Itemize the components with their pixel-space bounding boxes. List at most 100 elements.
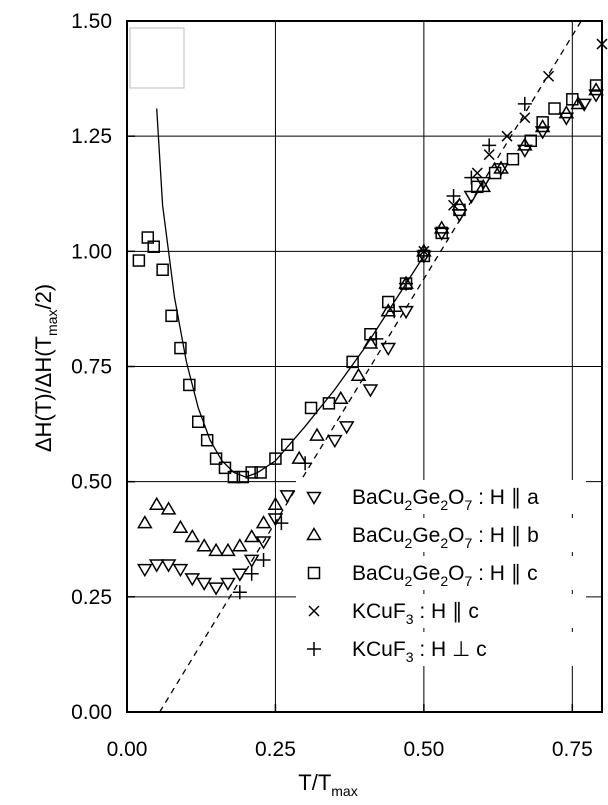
point-bcgo_b-2: [160, 501, 177, 515]
legend-bg-kcuf_perp: [296, 632, 586, 666]
x-tick-label-2: 0.50: [403, 738, 444, 761]
point-kcuf_perp-0: [232, 585, 247, 600]
point-bcgo_b-5: [196, 538, 212, 552]
point-bcgo_b-8: [232, 538, 248, 552]
y-axis-title: ΔH(T)/ΔH(Tmax/2): [31, 284, 60, 452]
point-bcgo_b-1: [148, 496, 165, 510]
point-bcgo_a-25: [534, 126, 551, 140]
point-bcgo_b-9: [243, 528, 260, 543]
legend-label-part: Ge: [412, 524, 440, 547]
point-bcgo_b-27: [570, 95, 587, 110]
point-kcuf_perp-6: [387, 304, 402, 319]
point-bcgo_a-19: [433, 227, 450, 241]
point-bcgo_a-16: [380, 342, 397, 357]
legend-marker-kcuf_par: [308, 605, 320, 617]
point-bcgo_c-12: [236, 470, 250, 484]
point-bcgo_a-10: [255, 536, 272, 550]
point-bcgo_a-26: [558, 112, 575, 126]
legend-label-part: 7: [464, 573, 472, 589]
x-axis-title: T/Tmax: [298, 770, 357, 799]
point-bcgo_c-27: [488, 166, 502, 180]
point-kcuf_perp-1: [244, 566, 259, 581]
legend-label-part: 2: [405, 573, 413, 589]
point-bcgo_b-6: [208, 542, 224, 557]
point-bcgo_c-11: [227, 470, 241, 484]
point-bcgo_a-2: [160, 559, 177, 573]
point-kcuf_par-3: [483, 149, 495, 161]
data-markers: [132, 38, 608, 600]
legend-label-bcgo_a: BaCu2Ge2O7 : H ∥ a: [352, 486, 539, 513]
tick-labels: 0.00 0.25 0.50 0.75 0.00 0.25 0.50 0.75 1.00 1.25…: [71, 10, 593, 761]
legend-label-part: : H ∥ a: [472, 486, 539, 509]
point-bcgo_b-14: [332, 390, 349, 405]
legend-label-bcgo_b: BaCu2Ge2O7 : H ∥ b: [352, 524, 539, 551]
point-kcuf_par-2: [471, 167, 483, 179]
point-bcgo_c-3: [156, 263, 169, 277]
y-tick-label-4: 1.00: [71, 240, 112, 263]
point-bcgo_c-2: [147, 240, 160, 253]
point-bcgo_c-30: [536, 116, 549, 129]
y-tick-label-1: 0.25: [71, 586, 112, 609]
point-bcgo_b-26: [558, 105, 575, 119]
point-bcgo_c-10: [218, 461, 232, 475]
legend-marker-bcgo_c: [307, 566, 321, 580]
legend-label-kcuf_par: KCuF3 : H ∥ c: [352, 600, 479, 627]
point-bcgo_a-23: [493, 163, 509, 177]
legend-label-part: Ge: [412, 486, 440, 509]
point-kcuf_par-6: [543, 70, 555, 82]
point-bcgo_a-6: [208, 582, 224, 596]
point-bcgo_b-10: [255, 515, 272, 529]
x-axis-title-main: T/T: [298, 770, 331, 795]
point-bcgo_a-3: [172, 563, 189, 578]
legend-label-part: 3: [406, 611, 414, 627]
point-bcgo_c-16: [281, 438, 294, 452]
legend-label-part: BaCu: [352, 486, 405, 509]
point-bcgo_b-24: [517, 137, 533, 151]
point-kcuf_perp-5: [369, 331, 384, 346]
point-bcgo_a-8: [232, 568, 248, 582]
point-bcgo_c-13: [245, 466, 258, 479]
legend-label-part: : H ∥ c: [413, 600, 478, 623]
legend-label-part: O: [448, 524, 464, 547]
point-bcgo_a-13: [327, 434, 343, 449]
legend-label-part: 7: [464, 535, 472, 551]
point-bcgo_b-0: [137, 515, 153, 529]
point-kcuf_par-4: [501, 130, 513, 142]
point-kcuf_perp-7: [399, 276, 414, 291]
point-bcgo_a-9: [243, 554, 260, 568]
x-axis-title-sub: max: [331, 783, 357, 799]
legend-label-part: 2: [405, 535, 413, 551]
point-bcgo_c-17: [304, 401, 318, 415]
point-bcgo_b-25: [534, 118, 551, 133]
point-bcgo_b-4: [184, 528, 201, 543]
point-bcgo_c-14: [254, 466, 267, 479]
point-bcgo_c-29: [524, 134, 537, 148]
point-bcgo_a-5: [196, 577, 212, 591]
fit-curve-solid: [156, 108, 425, 478]
legend-label-part: : H ∥ c: [472, 562, 537, 585]
point-bcgo_c-18: [322, 397, 336, 410]
legend-label-part: BaCu: [352, 524, 405, 547]
legend-label-part: 3: [406, 649, 414, 665]
legend-label-bcgo_c: BaCu2Ge2O7 : H ∥ c: [352, 562, 538, 589]
point-bcgo_c-31: [548, 102, 561, 115]
point-bcgo_b-7: [220, 542, 236, 557]
point-bcgo_a-0: [137, 563, 153, 578]
point-bcgo_b-12: [291, 450, 307, 464]
legend-marker-bcgo_a: [306, 491, 322, 505]
point-kcuf_par-1: [448, 199, 460, 211]
legend-marker-bcgo_b: [306, 527, 322, 541]
point-bcgo_c-15: [269, 452, 282, 465]
legend-label-part: 2: [440, 497, 448, 513]
point-bcgo_c-9: [209, 452, 223, 465]
point-bcgo_b-13: [309, 427, 325, 441]
point-kcuf_perp-11: [482, 138, 497, 153]
legend-bg-bcgo_a: [296, 480, 586, 514]
legend-label-part: O: [448, 486, 464, 509]
legend-label-part: O: [448, 562, 464, 585]
point-kcuf_perp-9: [446, 189, 461, 204]
point-bcgo_b-28: [588, 82, 604, 96]
legend-label-part: 7: [464, 497, 472, 513]
y-axis-title-sub: max: [44, 310, 60, 336]
